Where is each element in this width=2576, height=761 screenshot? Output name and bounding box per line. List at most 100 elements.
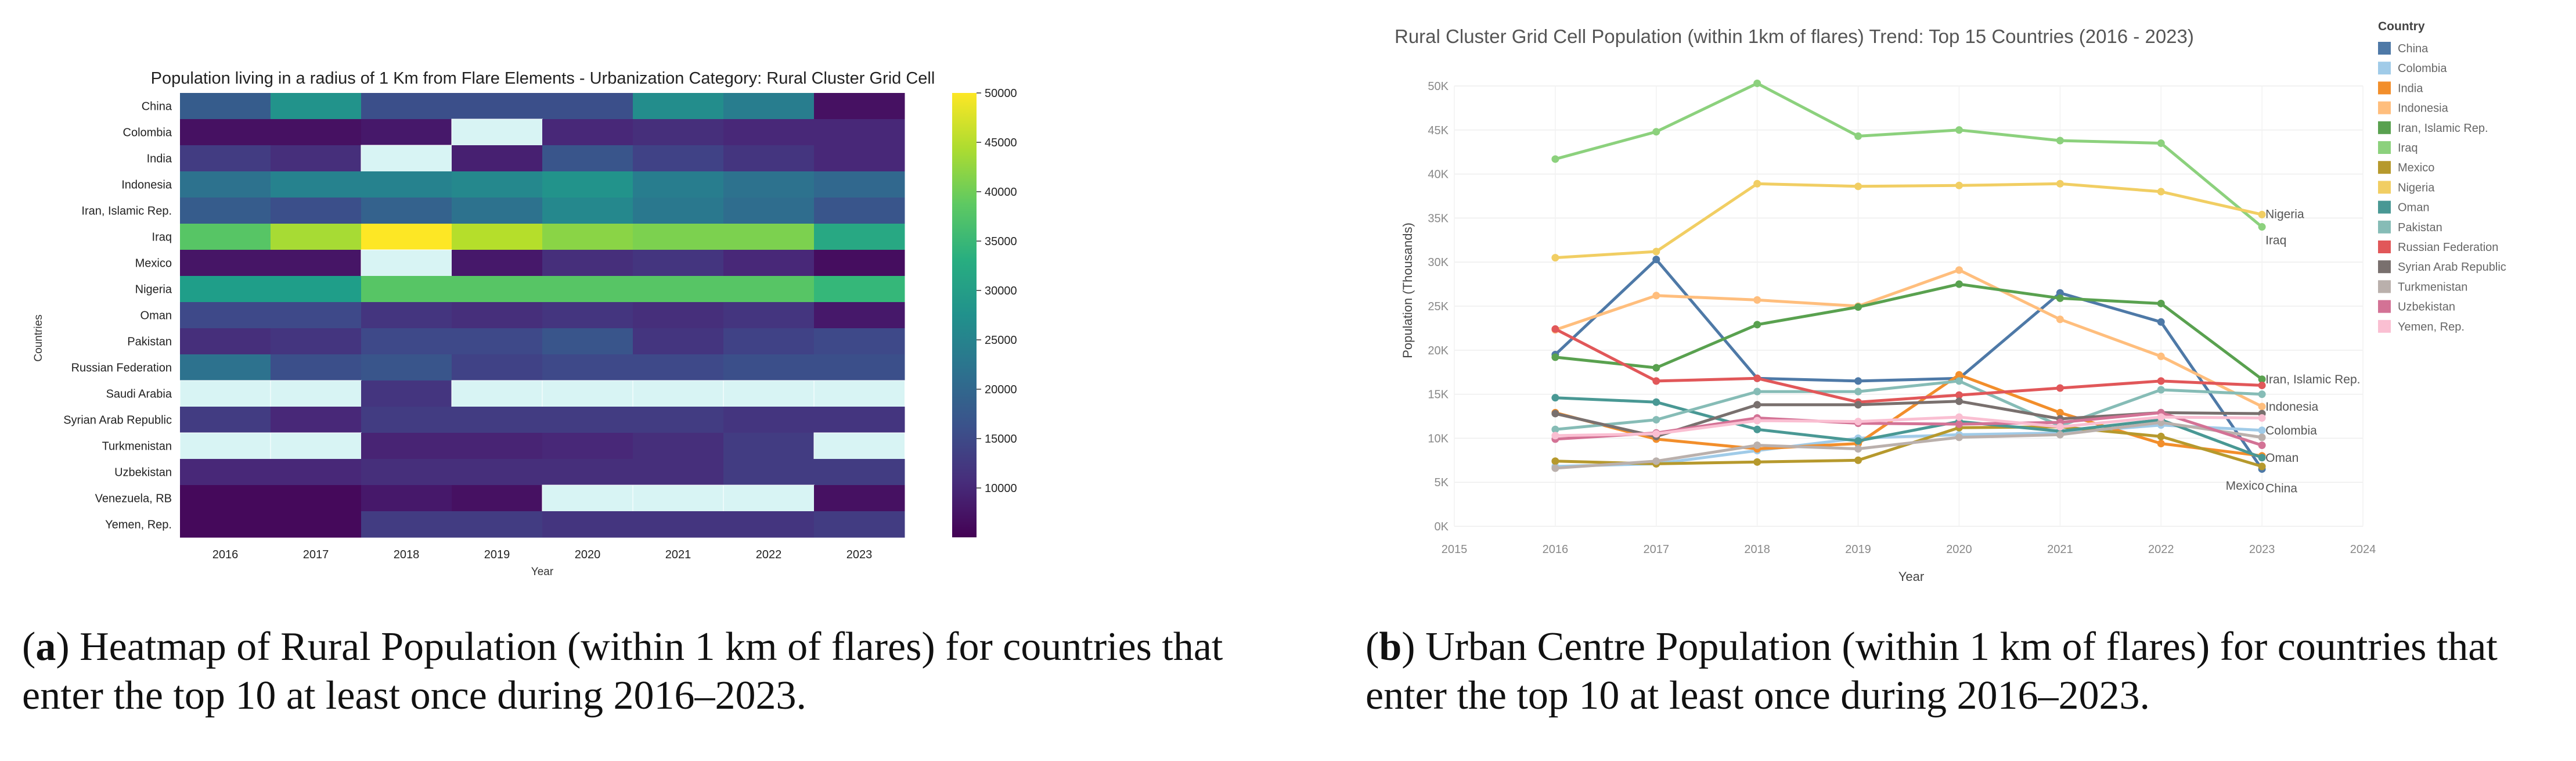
caption-a-text: Heatmap of Rural Population (within 1 km… (22, 624, 1223, 718)
heatmap-cell (180, 354, 271, 381)
data-point (1652, 128, 1660, 136)
legend-label: Iraq (2398, 142, 2418, 155)
heatmap-year-label: 2019 (484, 548, 510, 561)
heatmap-cell (452, 93, 543, 120)
data-point (1955, 413, 1963, 421)
heatmap-cell (180, 511, 271, 538)
data-point (1854, 377, 1862, 385)
heatmap-cell (271, 171, 362, 198)
heatmap-cell (814, 276, 905, 303)
data-point (1652, 457, 1660, 465)
heatmap-cell (361, 276, 452, 303)
series-line (1554, 328, 2262, 404)
heatmap-cell (814, 93, 905, 120)
heatmap-country-label: Saudi Arabia (106, 388, 172, 401)
line-chart-legend: China Colombia India Indonesia Iran, Islamic… (2378, 42, 2506, 333)
data-point (1753, 417, 1761, 425)
heatmap-cell (271, 302, 362, 329)
line-chart-end-labels: Nigeria Iraq Iran, Islamic Rep. Indonesia Co… (2226, 207, 2361, 495)
heatmap-cell (632, 380, 724, 407)
heatmap-cell (723, 511, 815, 538)
heatmap-cell (180, 485, 271, 512)
heatmap-country-label: Nigeria (135, 283, 172, 296)
data-point (1652, 247, 1660, 256)
legend-swatch (2378, 121, 2391, 134)
caption-a: (a) Heatmap of Rural Population (within … (22, 624, 1223, 718)
legend-label: India (2398, 82, 2423, 95)
heatmap-cell (452, 302, 543, 329)
heatmap-cell (723, 145, 815, 172)
legend-swatch (2378, 300, 2391, 313)
data-point (1753, 374, 1761, 382)
legend-label: Iran, Islamic Rep. (2398, 122, 2488, 135)
data-point (1551, 432, 1559, 440)
heatmap-country-label: Uzbekistan (114, 466, 172, 479)
legend-swatch (2378, 81, 2391, 95)
colorbar-tick-label: 20000 (985, 383, 1017, 396)
legend-swatch (2378, 181, 2391, 194)
heatmap-cell (361, 485, 452, 512)
heatmap-cell (452, 459, 543, 486)
heatmap-year-label: 2016 (212, 548, 239, 561)
data-point (1955, 377, 1963, 385)
legend-label: Colombia (2398, 62, 2447, 75)
x-tick-label: 2018 (1744, 543, 1770, 556)
heatmap-cell (451, 119, 543, 146)
colorbar-tick-label: 10000 (985, 482, 1017, 495)
heatmap-cell (361, 198, 452, 224)
heatmap-country-label: Pakistan (127, 336, 172, 349)
x-tick-label: 2019 (1845, 543, 1871, 556)
series-line (1555, 396, 2262, 460)
heatmap-cell (271, 511, 362, 538)
heatmap-cell (633, 93, 724, 120)
data-point (1955, 280, 1963, 288)
heatmap-cell (723, 459, 815, 486)
line-chart-y-ticks: 0K 5K 10K 15K 20K 25K 30K 35K 40K 45K 50K (1428, 80, 1449, 533)
heatmap-cell (542, 224, 633, 250)
colorbar-tick-label: 25000 (985, 334, 1017, 347)
heatmap-cell (633, 198, 724, 224)
heatmap-cell (271, 93, 362, 120)
legend-swatch (2378, 161, 2391, 174)
series-line (1555, 182, 2262, 260)
heatmap-cell (814, 407, 905, 433)
legend-swatch (2378, 220, 2391, 234)
x-tick-label: 2021 (2047, 543, 2073, 556)
data-point (1753, 401, 1761, 409)
series-line (1555, 373, 2262, 458)
heatmap-cell (180, 93, 271, 120)
heatmap-cell (723, 380, 815, 407)
heatmap-cell (633, 171, 724, 198)
heatmap-cell (814, 145, 905, 172)
legend-label: Yemen, Rep. (2398, 321, 2465, 333)
heatmap-cell (361, 407, 452, 433)
heatmap-cell (179, 380, 271, 407)
legend-label: Uzbekistan (2398, 301, 2455, 314)
data-point (1652, 292, 1660, 300)
heatmap-cell (814, 485, 905, 512)
x-tick-label: 2023 (2249, 543, 2275, 556)
heatmap-cell (814, 459, 905, 486)
colorbar-tick-label: 50000 (985, 87, 1017, 100)
heatmap-cell (452, 224, 543, 250)
heatmap-cell (270, 432, 362, 460)
heatmap-cell (723, 407, 815, 433)
data-point (1753, 425, 1761, 433)
heatmap-cell (180, 171, 271, 198)
heatmap-cell (451, 380, 543, 407)
heatmap-cell (270, 380, 362, 407)
data-point (2157, 386, 2165, 394)
series-nigeria (1551, 180, 2266, 262)
heatmap-cell (542, 119, 633, 146)
heatmap-cells (179, 93, 905, 538)
heatmap-year-label: 2022 (756, 548, 782, 561)
y-tick-label: 45K (1428, 124, 1449, 137)
data-point (1955, 433, 1963, 441)
heatmap-country-label: Venezuela, RB (95, 493, 172, 505)
heatmap-cell (723, 484, 815, 512)
caption-b: (b) Urban Centre Population (within 1 km… (1366, 624, 2498, 718)
heatmap-cell (542, 93, 633, 120)
heatmap-chart: Population living in a radius of 1 Km fr… (33, 69, 1017, 578)
heatmap-cell (813, 380, 905, 407)
heatmap-cell (180, 119, 271, 146)
